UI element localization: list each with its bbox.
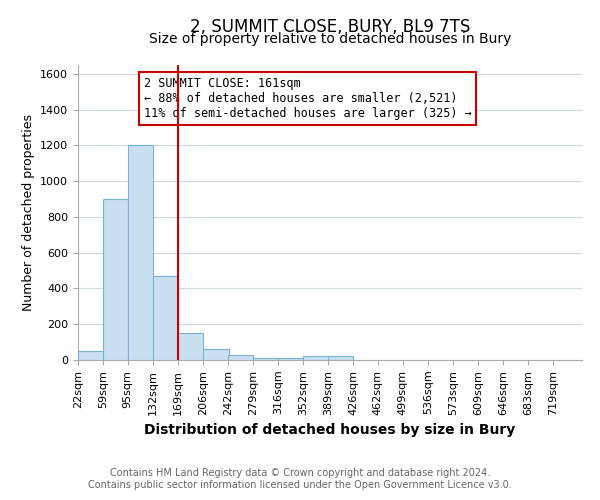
Bar	[328, 356, 353, 360]
Bar	[153, 276, 178, 360]
Y-axis label: Number of detached properties: Number of detached properties	[22, 114, 35, 311]
Text: Contains HM Land Registry data © Crown copyright and database right 2024.
Contai: Contains HM Land Registry data © Crown c…	[88, 468, 512, 490]
Bar	[128, 146, 153, 360]
Bar	[78, 351, 103, 360]
Bar	[303, 356, 328, 360]
X-axis label: Distribution of detached houses by size in Bury: Distribution of detached houses by size …	[145, 423, 515, 437]
Bar	[228, 354, 253, 360]
Bar	[178, 333, 203, 360]
Bar	[103, 199, 128, 360]
Bar	[278, 358, 304, 360]
Text: 2, SUMMIT CLOSE, BURY, BL9 7TS: 2, SUMMIT CLOSE, BURY, BL9 7TS	[190, 18, 470, 36]
Bar	[253, 358, 278, 360]
Bar	[203, 350, 229, 360]
Text: 2 SUMMIT CLOSE: 161sqm
← 88% of detached houses are smaller (2,521)
11% of semi-: 2 SUMMIT CLOSE: 161sqm ← 88% of detached…	[143, 77, 471, 120]
Text: Size of property relative to detached houses in Bury: Size of property relative to detached ho…	[149, 32, 511, 46]
